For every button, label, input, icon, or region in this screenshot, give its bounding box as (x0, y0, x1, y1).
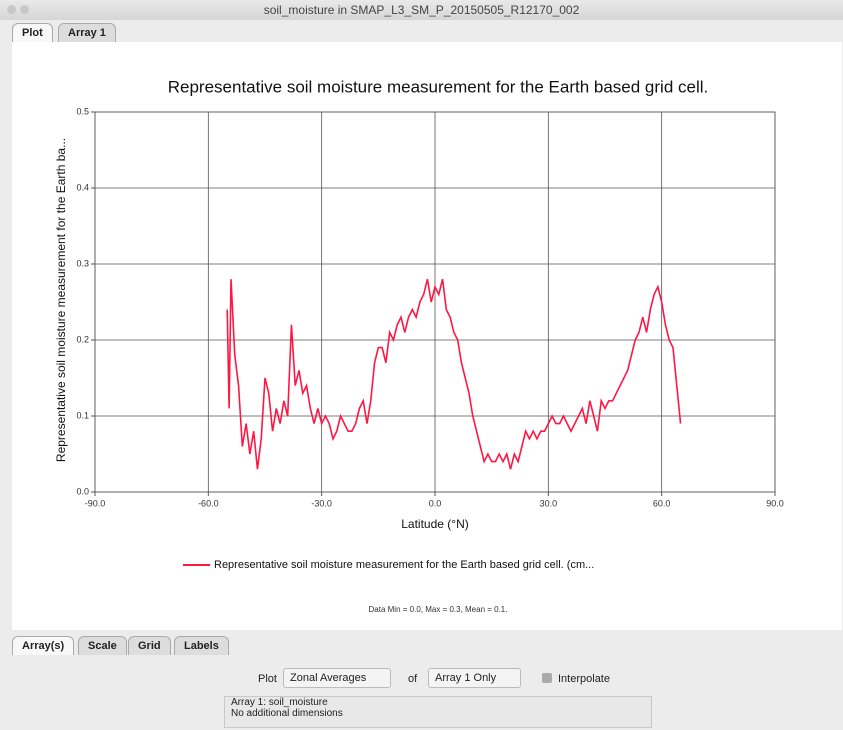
x-tick-label: 30.0 (540, 498, 558, 508)
y-axis-label: Representative soil moisture measurement… (54, 138, 68, 462)
tab[interactable]: Scale (78, 636, 127, 655)
chart-title: Representative soil moisture measurement… (168, 77, 708, 96)
x-tick-label: 90.0 (766, 498, 784, 508)
x-tick-label: -90.0 (85, 498, 106, 508)
tab[interactable]: Array 1 (58, 23, 116, 42)
data-line (226, 279, 682, 470)
window-button[interactable] (20, 5, 29, 14)
info-box: Array 1: soil_moisture No additional dim… (224, 696, 652, 728)
y-tick-label: 0.4 (76, 182, 89, 192)
chart: Representative soil moisture measurement… (54, 77, 784, 614)
info-line: Array 1: soil_moisture (231, 697, 328, 708)
x-tick-label: -60.0 (198, 498, 219, 508)
tab[interactable]: Array(s) (12, 636, 75, 655)
x-axis-label: Latitude (°N) (401, 517, 469, 531)
x-tick-label: 60.0 (653, 498, 671, 508)
stats: Data Min = 0.0, Max = 0.3, Mean = 0.1. (369, 605, 508, 614)
y-tick-label: 0.1 (76, 410, 89, 420)
window-button[interactable] (7, 5, 16, 14)
tab[interactable]: Plot (12, 23, 53, 42)
legend-label: Representative soil moisture measurement… (214, 559, 594, 571)
select[interactable]: Zonal Averages (283, 668, 392, 688)
y-tick-label: 0.0 (76, 486, 89, 496)
x-tick-label: 0.0 (429, 498, 442, 508)
tab[interactable]: Grid (128, 636, 171, 655)
label: Interpolate (558, 673, 610, 685)
window-title: soil_moisture in SMAP_L3_SM_P_20150505_R… (263, 3, 580, 17)
y-tick-label: 0.5 (76, 106, 89, 116)
label: Plot (258, 673, 277, 685)
select[interactable]: Array 1 Only (428, 668, 522, 688)
y-tick-label: 0.2 (76, 334, 89, 344)
info-line: No additional dimensions (231, 708, 343, 719)
x-tick-label: -30.0 (311, 498, 332, 508)
label: of (408, 673, 418, 685)
checkbox[interactable] (542, 673, 552, 683)
title-bar: soil_moisture in SMAP_L3_SM_P_20150505_R… (0, 0, 843, 20)
y-tick-label: 0.3 (76, 258, 89, 268)
tab[interactable]: Labels (174, 636, 229, 655)
